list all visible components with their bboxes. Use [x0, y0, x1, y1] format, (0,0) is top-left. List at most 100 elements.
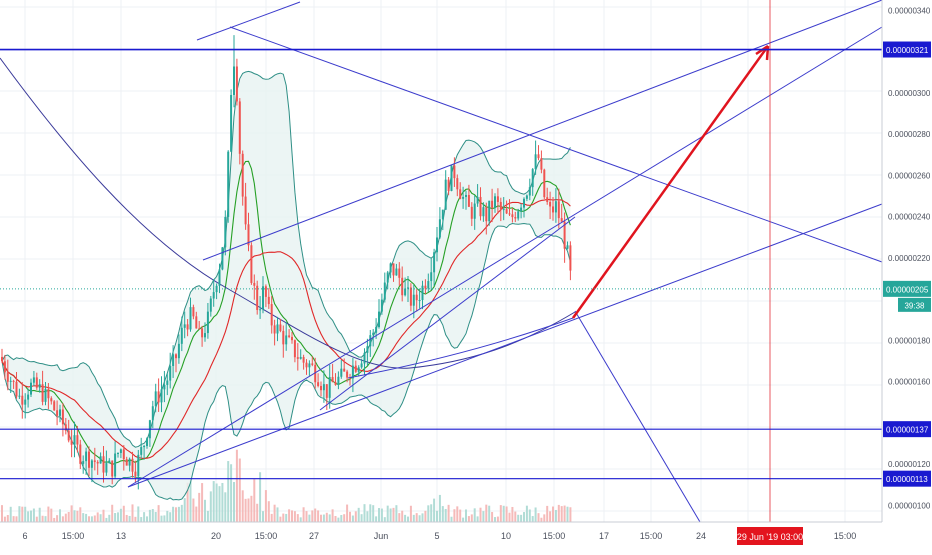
- candle[interactable]: [111, 460, 114, 485]
- candle[interactable]: [157, 378, 160, 412]
- candle[interactable]: [262, 276, 264, 314]
- candle[interactable]: [99, 452, 102, 464]
- candle[interactable]: [360, 358, 363, 369]
- candle[interactable]: [175, 353, 177, 373]
- candle[interactable]: [12, 379, 15, 389]
- candle[interactable]: [502, 197, 505, 221]
- candle[interactable]: [554, 188, 557, 223]
- candle[interactable]: [88, 446, 90, 477]
- horizontal-levels[interactable]: [0, 48, 882, 480]
- candle[interactable]: [525, 194, 528, 202]
- candle[interactable]: [44, 382, 47, 406]
- candle[interactable]: [204, 322, 206, 342]
- candle[interactable]: [302, 354, 305, 370]
- candle[interactable]: [24, 393, 27, 419]
- candle[interactable]: [230, 89, 233, 153]
- candle[interactable]: [93, 447, 96, 471]
- candle[interactable]: [482, 202, 485, 222]
- candle[interactable]: [154, 383, 157, 413]
- candle[interactable]: [3, 354, 6, 380]
- candle[interactable]: [436, 227, 438, 262]
- candle[interactable]: [235, 58, 238, 106]
- candle[interactable]: [285, 322, 288, 351]
- candle[interactable]: [334, 373, 337, 386]
- candle[interactable]: [122, 445, 125, 471]
- candle[interactable]: [441, 209, 444, 231]
- candle[interactable]: [105, 450, 108, 476]
- candle[interactable]: [244, 182, 247, 230]
- candle[interactable]: [32, 370, 35, 387]
- candle[interactable]: [79, 439, 82, 470]
- candle[interactable]: [177, 334, 180, 364]
- candle[interactable]: [38, 379, 41, 393]
- candle[interactable]: [543, 168, 546, 199]
- candle[interactable]: [198, 320, 201, 330]
- candle[interactable]: [520, 203, 523, 219]
- forecast-arrow[interactable]: [571, 45, 770, 319]
- candle[interactable]: [517, 208, 520, 221]
- candle[interactable]: [233, 35, 235, 108]
- candle[interactable]: [366, 338, 369, 366]
- candle[interactable]: [128, 457, 131, 472]
- candle[interactable]: [331, 363, 334, 383]
- candle[interactable]: [270, 296, 273, 334]
- rising-wedge-line[interactable]: [319, 216, 576, 411]
- candle[interactable]: [166, 373, 169, 396]
- candle[interactable]: [267, 288, 270, 309]
- candle[interactable]: [117, 452, 119, 458]
- candle[interactable]: [85, 447, 88, 475]
- candle[interactable]: [183, 311, 186, 339]
- candle[interactable]: [273, 319, 276, 346]
- candle[interactable]: [496, 188, 499, 214]
- candle[interactable]: [125, 456, 128, 466]
- candle[interactable]: [308, 360, 311, 376]
- candle[interactable]: [9, 376, 12, 394]
- candle[interactable]: [357, 365, 360, 377]
- candle[interactable]: [114, 441, 117, 479]
- candle[interactable]: [146, 437, 148, 449]
- candle[interactable]: [427, 273, 430, 292]
- candle[interactable]: [201, 325, 204, 347]
- channel-upper[interactable]: [202, 0, 883, 261]
- candle[interactable]: [18, 388, 21, 399]
- candle[interactable]: [317, 373, 320, 388]
- candle[interactable]: [363, 348, 366, 376]
- candle[interactable]: [404, 277, 407, 297]
- candle[interactable]: [491, 188, 494, 223]
- candle[interactable]: [459, 182, 462, 200]
- candle[interactable]: [189, 297, 192, 332]
- candle[interactable]: [409, 283, 412, 312]
- candle[interactable]: [143, 444, 146, 460]
- candle[interactable]: [328, 364, 331, 409]
- candle[interactable]: [537, 145, 540, 161]
- candle[interactable]: [465, 190, 467, 210]
- candle[interactable]: [380, 293, 383, 315]
- curved-support[interactable]: [347, 317, 574, 379]
- candle[interactable]: [351, 358, 354, 393]
- candle[interactable]: [418, 288, 421, 309]
- candle[interactable]: [322, 370, 325, 403]
- candle[interactable]: [70, 429, 73, 458]
- candle[interactable]: [21, 382, 24, 419]
- candle[interactable]: [383, 272, 386, 303]
- candle[interactable]: [450, 165, 453, 192]
- candle[interactable]: [160, 376, 163, 413]
- candle[interactable]: [35, 372, 38, 390]
- candle[interactable]: [279, 318, 282, 333]
- price-axis[interactable]: 0.00000340 0.00000300 0.00000280 0.00000260…: [881, 0, 932, 522]
- candle[interactable]: [282, 325, 285, 358]
- candle[interactable]: [325, 384, 328, 411]
- projection-line[interactable]: [574, 310, 701, 523]
- candle[interactable]: [424, 279, 427, 295]
- candle[interactable]: [27, 388, 30, 408]
- candle[interactable]: [119, 448, 122, 459]
- candle[interactable]: [514, 211, 517, 223]
- candle[interactable]: [453, 157, 456, 187]
- candle[interactable]: [30, 378, 32, 398]
- candle[interactable]: [250, 242, 253, 285]
- candle[interactable]: [241, 150, 244, 206]
- candle[interactable]: [569, 241, 572, 281]
- candle[interactable]: [505, 200, 508, 215]
- candle[interactable]: [479, 187, 482, 221]
